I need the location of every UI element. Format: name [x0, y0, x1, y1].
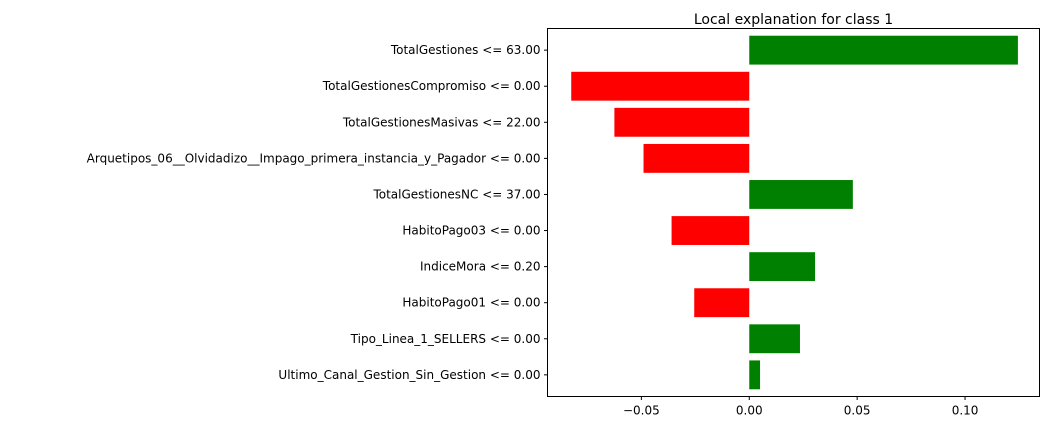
y-tick-label: Arquetipos_06__Olvidadizo__Impago_primer…	[87, 151, 541, 165]
bar	[643, 143, 750, 173]
chart-title: Local explanation for class 1	[694, 12, 893, 28]
x-tick-label: 0.00	[736, 404, 763, 418]
y-tick-label: HabitoPago01 <= 0.00	[402, 296, 540, 310]
x-axis-ticks: −0.05 0.00 0.05 0.10	[623, 396, 979, 418]
y-tick-label: HabitoPago03 <= 0.00	[402, 224, 540, 238]
y-tick-labels: TotalGestiones <= 63.00 TotalGestionesCom…	[87, 43, 548, 382]
bar	[749, 180, 853, 209]
y-tick-label: TotalGestionesNC <= 37.00	[372, 187, 540, 201]
y-tick-label: TotalGestionesCompromiso <= 0.00	[322, 79, 541, 93]
bars	[571, 35, 1018, 390]
plot-frame	[547, 28, 1040, 397]
bar	[694, 288, 750, 318]
bar	[571, 71, 750, 101]
y-tick-label: Ultimo_Canal_Gestion_Sin_Gestion <= 0.00	[278, 368, 540, 382]
bar	[749, 360, 761, 390]
y-tick-label: IndiceMora <= 0.20	[420, 260, 541, 274]
bar	[749, 324, 800, 354]
bar	[749, 35, 1018, 65]
y-tick-label: TotalGestionesMasivas <= 22.00	[342, 115, 541, 129]
x-tick-label: 0.05	[844, 404, 871, 418]
y-tick-label: TotalGestiones <= 63.00	[390, 43, 541, 57]
bar	[671, 216, 750, 245]
bar	[614, 107, 750, 137]
y-tick-label: Tipo_Linea_1_SELLERS <= 0.00	[350, 332, 541, 346]
x-tick-label: 0.10	[952, 404, 979, 418]
bar	[749, 252, 816, 282]
x-tick-label: −0.05	[623, 404, 660, 418]
